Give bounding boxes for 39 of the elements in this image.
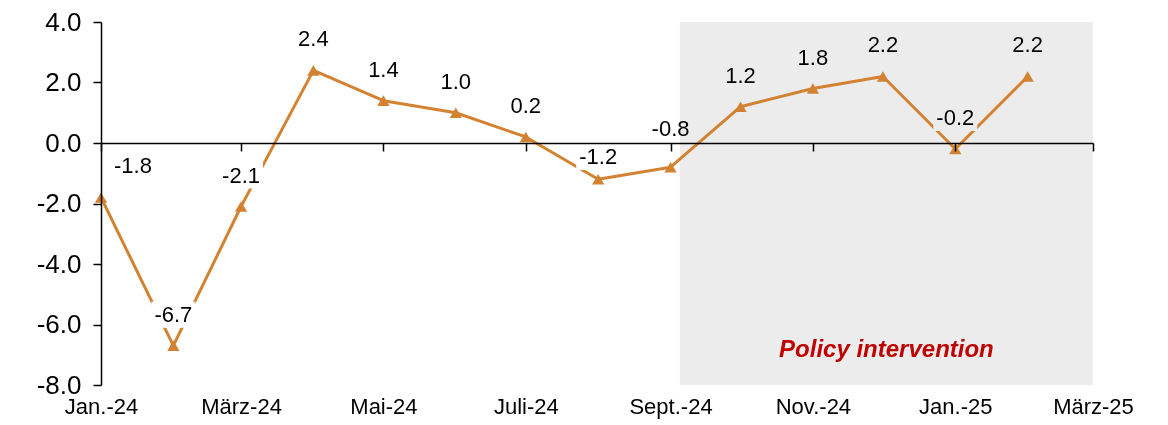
x-tick-label: Mai-24 [350, 393, 418, 419]
data-label: 1.4 [368, 56, 399, 82]
data-label: 1.0 [440, 68, 472, 94]
band-label: Policy intervention [779, 335, 994, 362]
data-label: -1.2 [579, 144, 618, 169]
y-tick-label: -6.0 [36, 309, 82, 339]
y-tick-label: -2.0 [36, 188, 82, 218]
point [876, 71, 890, 82]
x-tick-label: März-25 [1053, 393, 1134, 419]
data-label: 1.8 [797, 44, 829, 70]
data-label: 1.2 [725, 62, 756, 88]
point [307, 65, 320, 76]
data-label: -6.7 [154, 301, 193, 327]
data-label: -1.8 [114, 153, 152, 179]
y-tick-label: 2.0 [45, 67, 82, 97]
data-label: 2.4 [298, 26, 329, 52]
y-tick-label: 0.0 [45, 127, 82, 158]
data-label: -0.8 [651, 116, 690, 141]
data-label: 2.2 [867, 32, 899, 58]
point [519, 131, 532, 143]
y-tick-label: -4.0 [36, 248, 82, 279]
x-tick-label: März-24 [201, 393, 282, 419]
point [234, 201, 248, 212]
point [664, 161, 677, 173]
data-label: 2.2 [1012, 32, 1043, 58]
point [167, 340, 180, 351]
point [377, 95, 390, 106]
y-tick-label: 4.0 [45, 6, 82, 37]
point [592, 174, 605, 185]
point [806, 83, 820, 94]
data-label: -0.2 [936, 105, 975, 131]
point [449, 107, 462, 119]
x-tick-label: Sept.-24 [629, 393, 713, 419]
data-label: 0.2 [510, 92, 542, 118]
x-tick-label: Juli-24 [493, 393, 559, 419]
x-tick-label: Nov.-24 [775, 393, 852, 419]
point [1021, 71, 1034, 82]
data-label: -2.1 [222, 162, 261, 188]
x-tick-label: Jan.-25 [919, 393, 993, 419]
